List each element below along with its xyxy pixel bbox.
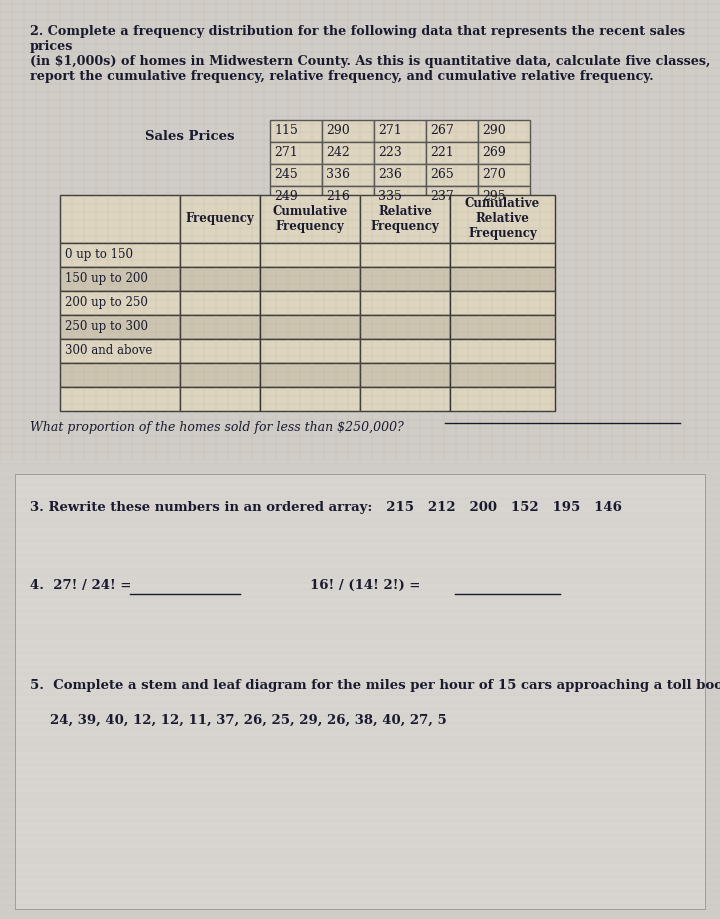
- Bar: [450, 195, 555, 243]
- Bar: [478, 164, 530, 186]
- Bar: [60, 243, 180, 267]
- Text: 237: 237: [430, 190, 454, 203]
- Bar: [260, 314, 360, 338]
- Text: 271: 271: [378, 124, 402, 137]
- Text: 221: 221: [430, 146, 454, 159]
- Bar: [360, 243, 450, 267]
- Bar: [450, 243, 555, 267]
- Bar: [478, 186, 530, 208]
- Bar: [450, 363, 555, 387]
- Bar: [260, 195, 360, 243]
- Bar: [60, 314, 180, 338]
- Bar: [374, 119, 426, 142]
- Text: 270: 270: [482, 168, 505, 181]
- Text: 295: 295: [482, 190, 505, 203]
- Text: 4.  27! / 24! =: 4. 27! / 24! =: [30, 579, 131, 592]
- Text: Relative
Frequency: Relative Frequency: [371, 205, 439, 233]
- Bar: [360, 314, 450, 338]
- Bar: [270, 119, 322, 142]
- Bar: [260, 243, 360, 267]
- Bar: [426, 186, 478, 208]
- Text: 269: 269: [482, 146, 505, 159]
- Bar: [360, 290, 450, 314]
- Bar: [360, 267, 450, 290]
- Bar: [180, 363, 260, 387]
- Bar: [360, 338, 450, 363]
- Bar: [322, 164, 374, 186]
- Text: 335: 335: [378, 190, 402, 203]
- Text: 249: 249: [274, 190, 298, 203]
- Bar: [450, 290, 555, 314]
- Bar: [270, 164, 322, 186]
- Bar: [374, 142, 426, 164]
- Bar: [260, 363, 360, 387]
- Text: 271: 271: [274, 146, 298, 159]
- Bar: [360, 195, 450, 243]
- Text: 223: 223: [378, 146, 402, 159]
- Bar: [270, 186, 322, 208]
- Text: 245: 245: [274, 168, 298, 181]
- Text: 0 up to 150: 0 up to 150: [65, 248, 133, 261]
- Bar: [426, 164, 478, 186]
- Text: 2. Complete a frequency distribution for the following data that represents the : 2. Complete a frequency distribution for…: [30, 25, 711, 83]
- Bar: [450, 314, 555, 338]
- Text: 242: 242: [326, 146, 350, 159]
- Text: What proportion of the homes sold for less than $250,000?: What proportion of the homes sold for le…: [30, 421, 404, 434]
- Bar: [180, 267, 260, 290]
- Bar: [60, 363, 180, 387]
- Text: 3. Rewrite these numbers in an ordered array:   215   212   200   152   195   14: 3. Rewrite these numbers in an ordered a…: [30, 501, 622, 514]
- Text: 5.  Complete a stem and leaf diagram for the miles per hour of 15 cars approachi: 5. Complete a stem and leaf diagram for …: [30, 679, 720, 692]
- Bar: [360, 363, 450, 387]
- Bar: [180, 195, 260, 243]
- Bar: [180, 338, 260, 363]
- Bar: [60, 267, 180, 290]
- FancyBboxPatch shape: [15, 473, 705, 909]
- Bar: [478, 142, 530, 164]
- Text: 250 up to 300: 250 up to 300: [65, 320, 148, 334]
- Text: Cumulative
Relative
Frequency: Cumulative Relative Frequency: [465, 198, 540, 240]
- Text: Frequency: Frequency: [186, 212, 254, 225]
- Text: 200 up to 250: 200 up to 250: [65, 296, 148, 309]
- Bar: [180, 290, 260, 314]
- Text: 236: 236: [378, 168, 402, 181]
- Bar: [60, 195, 180, 243]
- Bar: [260, 338, 360, 363]
- Text: 290: 290: [482, 124, 505, 137]
- Text: Cumulative
Frequency: Cumulative Frequency: [272, 205, 348, 233]
- Bar: [60, 290, 180, 314]
- Text: 267: 267: [430, 124, 454, 137]
- Bar: [180, 243, 260, 267]
- Bar: [374, 186, 426, 208]
- Bar: [322, 119, 374, 142]
- Text: 336: 336: [326, 168, 350, 181]
- Bar: [180, 314, 260, 338]
- Bar: [360, 387, 450, 411]
- Bar: [322, 142, 374, 164]
- Bar: [374, 164, 426, 186]
- Bar: [270, 142, 322, 164]
- Text: 150 up to 200: 150 up to 200: [65, 272, 148, 285]
- Text: 115: 115: [274, 124, 298, 137]
- Bar: [180, 387, 260, 411]
- Text: 290: 290: [326, 124, 350, 137]
- Text: 216: 216: [326, 190, 350, 203]
- Bar: [450, 267, 555, 290]
- Text: Sales Prices: Sales Prices: [145, 130, 235, 142]
- Text: 16! / (14! 2!) =: 16! / (14! 2!) =: [310, 579, 420, 592]
- Bar: [450, 387, 555, 411]
- Bar: [60, 338, 180, 363]
- Bar: [450, 338, 555, 363]
- Text: 265: 265: [430, 168, 454, 181]
- Bar: [260, 387, 360, 411]
- Bar: [478, 119, 530, 142]
- Text: 24, 39, 40, 12, 12, 11, 37, 26, 25, 29, 26, 38, 40, 27, 5: 24, 39, 40, 12, 12, 11, 37, 26, 25, 29, …: [50, 714, 446, 727]
- Text: 300 and above: 300 and above: [65, 344, 153, 357]
- Bar: [260, 290, 360, 314]
- Bar: [426, 119, 478, 142]
- Bar: [322, 186, 374, 208]
- Bar: [426, 142, 478, 164]
- Bar: [60, 387, 180, 411]
- Bar: [260, 267, 360, 290]
